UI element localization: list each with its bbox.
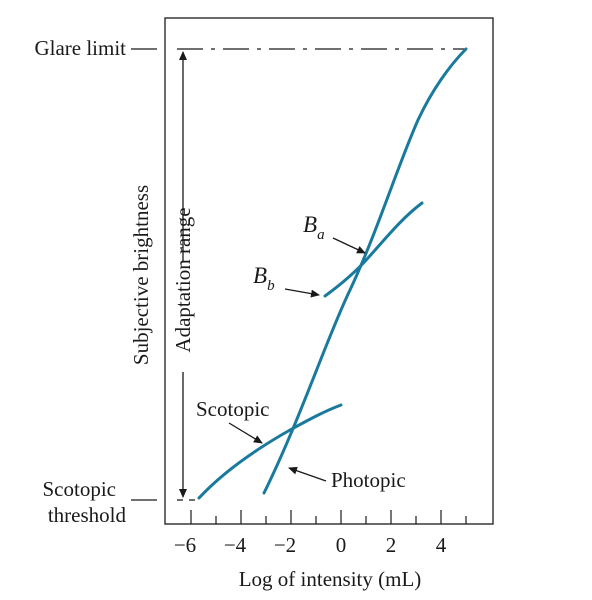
b-b-main: B <box>253 263 267 288</box>
x-tick-label: −4 <box>224 533 247 557</box>
x-axis-ticks <box>190 510 467 524</box>
scotopic-curve <box>197 403 343 500</box>
y-axis-label: Subjective brightness <box>129 185 153 365</box>
x-tick-label: 0 <box>336 533 347 557</box>
adaptation-range-label: Adaptation range <box>171 207 195 352</box>
b-b-label: Bb <box>253 263 275 294</box>
x-tick-label: 4 <box>436 533 447 557</box>
x-axis-label: Log of intensity (mL) <box>239 567 422 591</box>
b-a-label: Ba <box>303 212 325 243</box>
scotopic-threshold-label: threshold <box>48 503 127 527</box>
b-a-pointer <box>332 237 366 254</box>
plot-frame <box>164 17 494 525</box>
scotopic-curve-pointer <box>228 422 263 444</box>
x-tick-label: −6 <box>174 533 196 557</box>
x-tick-label: 2 <box>386 533 397 557</box>
scotopic-threshold-label: Scotopic <box>43 477 117 501</box>
photopic-curve-pointer <box>288 466 327 482</box>
x-tick-label: −2 <box>274 533 296 557</box>
b-b-sub: b <box>267 278 275 294</box>
b-a-main: B <box>303 212 317 237</box>
photopic-curve <box>262 47 468 495</box>
b-b-pointer <box>284 288 320 298</box>
scotopic-curve-label: Scotopic <box>196 397 270 421</box>
photopic-curve-label: Photopic <box>331 468 406 492</box>
b-b-curve <box>323 201 424 298</box>
b-a-sub: a <box>317 227 325 243</box>
glare-limit-label: Glare limit <box>34 36 126 60</box>
